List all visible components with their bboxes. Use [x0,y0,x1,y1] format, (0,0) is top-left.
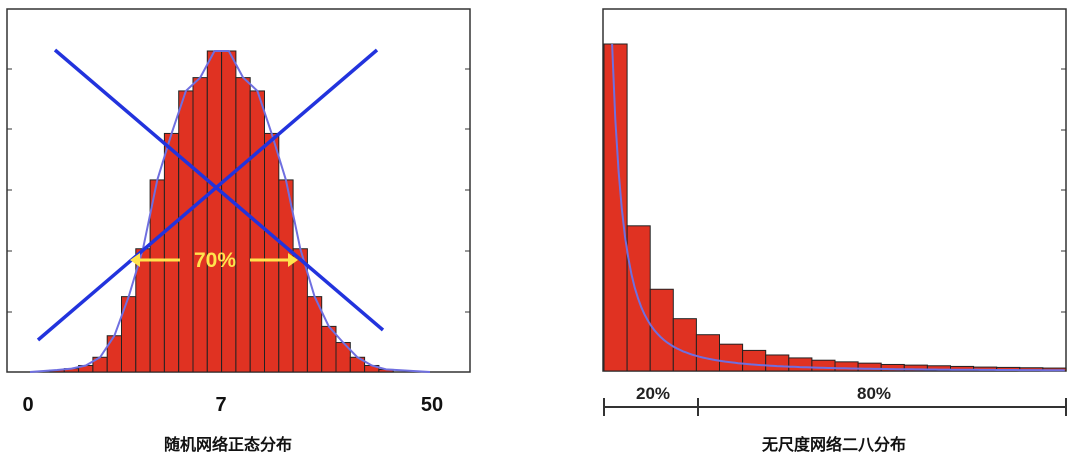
fit-curve [29,50,431,373]
bar [249,90,265,373]
bar [178,90,194,373]
x-tick-label: 7 [215,394,226,416]
annotation-70-percent: 70% [194,249,236,272]
plot-frame [602,8,1067,372]
normal-distribution-chart: 70% 0 7 50 随机网络正态分布 [6,8,471,454]
bar [742,349,767,372]
cross-line [53,48,385,332]
spread-arrows [130,253,298,267]
y-ticks [7,68,470,313]
bar [719,343,744,372]
x-tick-label: 50 [421,394,443,416]
bars [603,43,1067,372]
bars [49,50,394,373]
bar [672,318,697,372]
power-law-chart: 20% 80% 无尺度网络二八分布 [602,8,1067,454]
segment-label-80: 80% [857,384,891,403]
bar [264,132,280,373]
bar [834,361,859,372]
bar [603,43,628,372]
bar [106,335,122,373]
bar [765,354,790,372]
bar [811,359,836,372]
bar [192,77,208,373]
bar [695,334,721,372]
bar [163,132,180,373]
chart-caption: 无尺度网络二八分布 [761,435,906,454]
segment-brackets [603,398,1067,416]
fit-curve [611,43,1065,372]
bar [788,357,813,372]
segment-label-20: 20% [636,384,670,403]
bar [221,50,237,373]
x-tick-label: 0 [22,394,33,416]
cross-line [36,48,379,342]
chart-caption: 随机网络正态分布 [164,435,292,454]
bar [235,77,251,373]
bar [206,50,223,373]
